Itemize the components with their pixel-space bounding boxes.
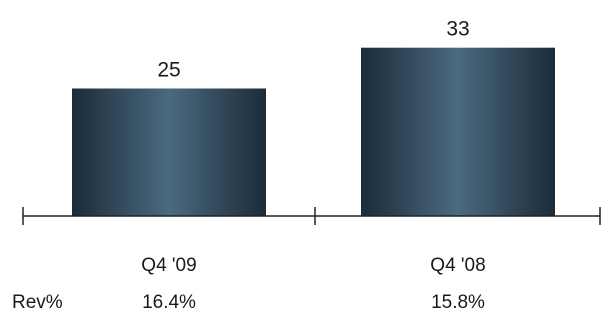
data-label-1: 33 (446, 18, 469, 41)
bars-group (72, 48, 555, 216)
rev-percent-value-0: 16.4% (142, 292, 196, 313)
category-label-1: Q4 '08 (430, 255, 485, 276)
rev-percent-value-1: 15.8% (431, 292, 485, 313)
rev-percent-label: Rev% (12, 292, 63, 314)
data-label-0: 25 (157, 59, 180, 82)
bar-1 (361, 48, 555, 216)
category-label-0: Q4 '09 (141, 255, 196, 276)
bar-0 (72, 89, 266, 217)
